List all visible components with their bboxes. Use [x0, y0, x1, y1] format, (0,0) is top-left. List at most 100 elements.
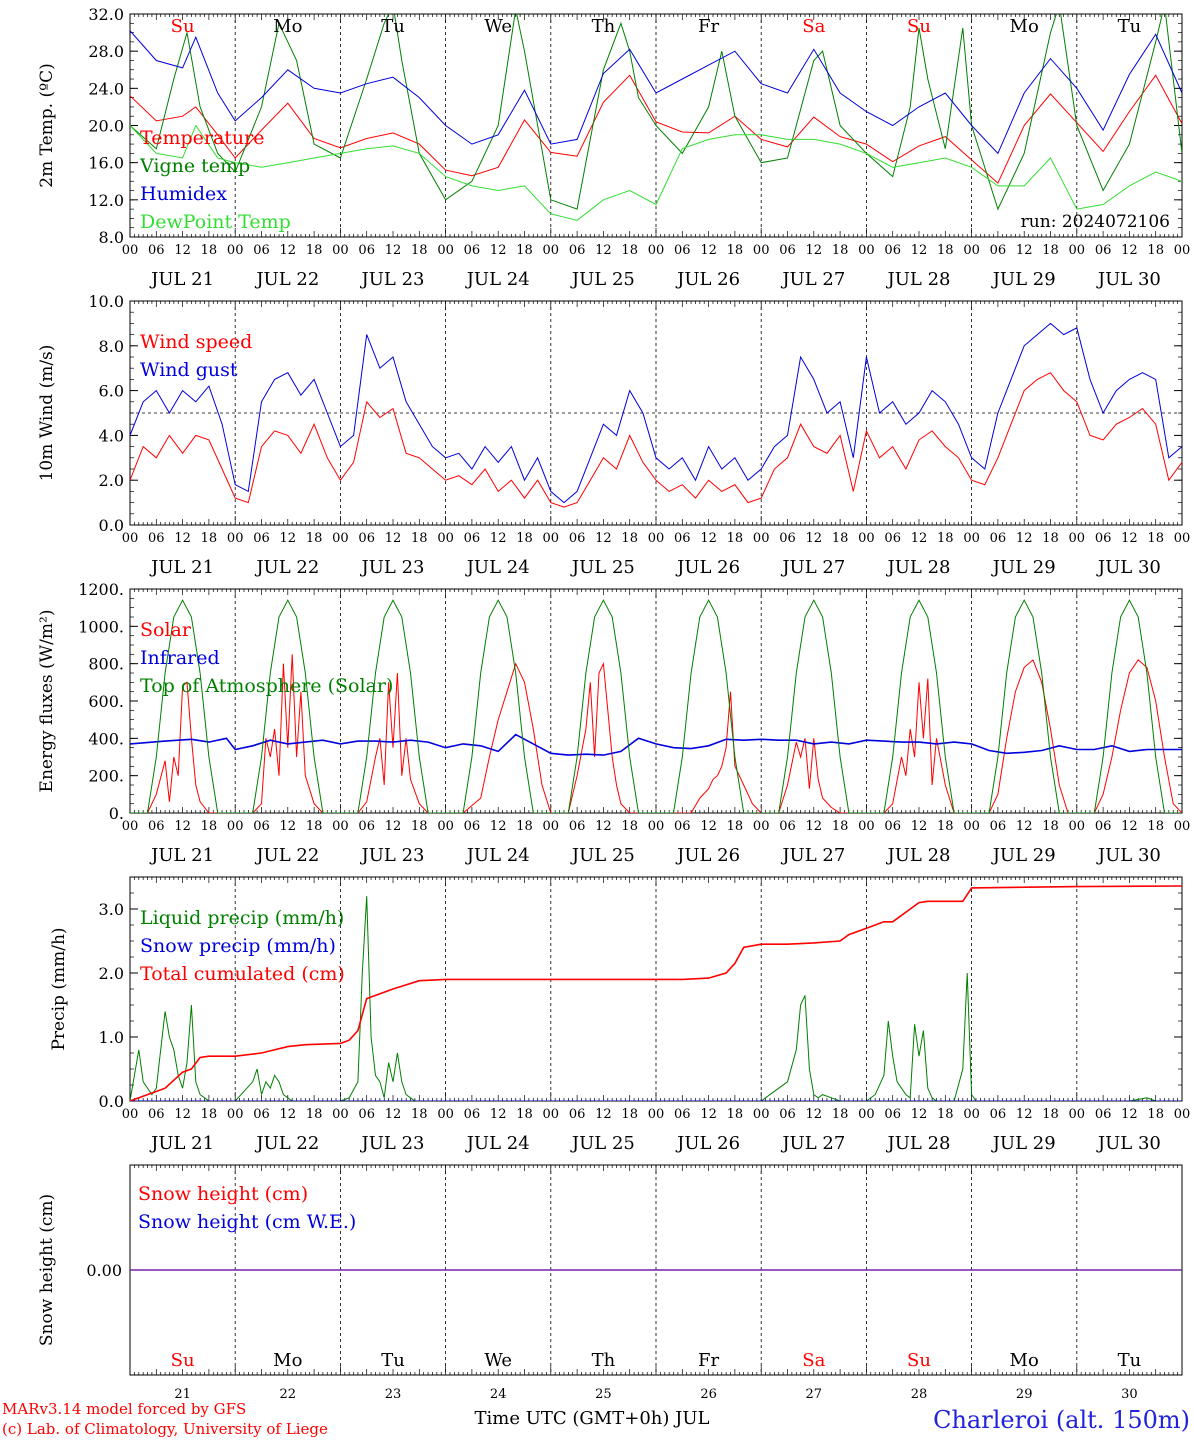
- credit-line-1: MARv3.14 model forced by GFS: [2, 1400, 246, 1418]
- x-hour-tick-label: 18: [411, 819, 428, 834]
- x-hour-tick-label: 00: [543, 819, 560, 834]
- x-hour-tick-label: 06: [884, 1107, 901, 1122]
- x-hour-tick-label: 12: [280, 531, 297, 546]
- weekday-label: Tu: [1118, 1350, 1142, 1371]
- x-hour-tick-label: 00: [648, 531, 665, 546]
- x-hour-tick-label: 00: [227, 243, 244, 258]
- day-number-label: 24: [490, 1387, 507, 1402]
- x-hour-tick-label: 00: [1174, 819, 1191, 834]
- y-tick-label: 1000.: [78, 617, 124, 636]
- weekday-label: Su: [907, 16, 931, 37]
- y-tick-label: 2.0: [99, 471, 124, 490]
- x-hour-tick-label: 18: [516, 819, 533, 834]
- x-hour-tick-label: 18: [832, 243, 849, 258]
- x-hour-tick-label: 00: [437, 243, 454, 258]
- x-hour-tick-label: 18: [1042, 531, 1059, 546]
- weekday-label: Mo: [1010, 16, 1039, 37]
- x-hour-tick-label: 12: [490, 1107, 507, 1122]
- x-hour-tick-label: 12: [1121, 531, 1138, 546]
- x-hour-tick-label: 18: [1042, 819, 1059, 834]
- y-axis-label: Precip (mm/h): [49, 927, 69, 1050]
- weekday-label: Th: [592, 16, 616, 37]
- legend-entry: Liquid precip (mm/h): [140, 907, 344, 929]
- x-date-label: JUL 25: [570, 845, 635, 866]
- x-axis-title: Time UTC (GMT+0h) JUL: [475, 1408, 710, 1429]
- x-date-label: JUL 25: [570, 1133, 635, 1154]
- y-tick-label: 0.: [109, 804, 124, 823]
- weekday-label: Th: [592, 1350, 616, 1371]
- x-hour-tick-label: 12: [385, 243, 402, 258]
- weekday-label: Mo: [273, 1350, 302, 1371]
- x-hour-tick-label: 06: [464, 531, 481, 546]
- x-date-label: JUL 27: [780, 845, 845, 866]
- x-hour-tick-label: 00: [753, 1107, 770, 1122]
- x-hour-tick-label: 18: [411, 531, 428, 546]
- x-hour-tick-label: 18: [621, 243, 638, 258]
- x-date-label: JUL 21: [149, 845, 214, 866]
- x-hour-tick-label: 06: [1095, 531, 1112, 546]
- x-hour-tick-label: 18: [1042, 243, 1059, 258]
- x-hour-tick-label: 06: [884, 819, 901, 834]
- weekday-label: We: [484, 1350, 512, 1371]
- x-hour-tick-label: 12: [911, 531, 928, 546]
- y-tick-label: 1.0: [99, 1028, 124, 1047]
- x-date-label: JUL 30: [1096, 1133, 1161, 1154]
- x-date-label: JUL 22: [254, 269, 319, 290]
- credit-line-2: (c) Lab. of Climatology, University of L…: [2, 1420, 328, 1438]
- x-date-label: JUL 29: [991, 269, 1056, 290]
- x-hour-tick-label: 12: [911, 243, 928, 258]
- x-hour-tick-label: 06: [674, 243, 691, 258]
- legend-entry: Wind speed: [140, 331, 252, 353]
- day-number-label: 25: [595, 1387, 612, 1402]
- x-date-label: JUL 26: [675, 845, 740, 866]
- x-hour-tick-label: 00: [122, 531, 139, 546]
- x-hour-tick-label: 06: [884, 243, 901, 258]
- x-hour-tick-label: 18: [516, 531, 533, 546]
- x-hour-tick-label: 00: [1174, 1107, 1191, 1122]
- x-date-label: JUL 25: [570, 269, 635, 290]
- x-hour-tick-label: 18: [1042, 1107, 1059, 1122]
- y-tick-label: 3.0: [99, 900, 124, 919]
- x-hour-tick-label: 00: [1174, 531, 1191, 546]
- x-hour-tick-label: 18: [1147, 531, 1164, 546]
- y-axis-label: 10m Wind (m/s): [37, 345, 57, 482]
- x-date-label: JUL 28: [886, 845, 951, 866]
- x-hour-tick-label: 12: [700, 819, 717, 834]
- x-hour-tick-label: 12: [595, 819, 612, 834]
- legend-entry: Wind gust: [140, 359, 238, 381]
- x-hour-tick-label: 06: [1095, 1107, 1112, 1122]
- day-number-label: 23: [385, 1387, 402, 1402]
- x-hour-tick-label: 06: [253, 819, 270, 834]
- x-hour-tick-label: 00: [1069, 243, 1086, 258]
- x-hour-tick-label: 00: [753, 531, 770, 546]
- y-axis-label: Snow height (cm): [37, 1194, 57, 1346]
- weekday-label: Su: [171, 1350, 195, 1371]
- legend-entry: Temperature: [140, 127, 264, 149]
- x-hour-tick-label: 00: [1069, 1107, 1086, 1122]
- series-line-solar: [130, 654, 1182, 813]
- x-hour-tick-label: 00: [332, 531, 349, 546]
- x-hour-tick-label: 00: [1069, 531, 1086, 546]
- weekday-label: Sa: [802, 1350, 825, 1371]
- x-date-label: JUL 21: [149, 1133, 214, 1154]
- series-line-vigne-temp: [130, 14, 1182, 211]
- y-tick-label: 28.0: [88, 42, 124, 61]
- x-hour-tick-label: 18: [621, 531, 638, 546]
- series-line-dewpoint-temp: [130, 124, 1182, 221]
- x-hour-tick-label: 00: [543, 243, 560, 258]
- x-hour-tick-label: 00: [753, 243, 770, 258]
- x-hour-tick-label: 06: [358, 531, 375, 546]
- x-hour-tick-label: 12: [1016, 243, 1033, 258]
- x-hour-tick-label: 00: [1174, 243, 1191, 258]
- x-hour-tick-label: 06: [990, 243, 1007, 258]
- x-hour-tick-label: 00: [858, 531, 875, 546]
- x-hour-tick-label: 18: [937, 819, 954, 834]
- x-date-label: JUL 27: [780, 269, 845, 290]
- legend-entry: Snow height (cm): [138, 1183, 308, 1205]
- x-hour-tick-label: 12: [806, 243, 823, 258]
- day-number-label: 27: [806, 1387, 823, 1402]
- y-tick-label: 4.0: [99, 426, 124, 445]
- x-hour-tick-label: 06: [1095, 819, 1112, 834]
- x-hour-tick-label: 18: [727, 531, 744, 546]
- y-tick-label: 8.0: [99, 337, 124, 356]
